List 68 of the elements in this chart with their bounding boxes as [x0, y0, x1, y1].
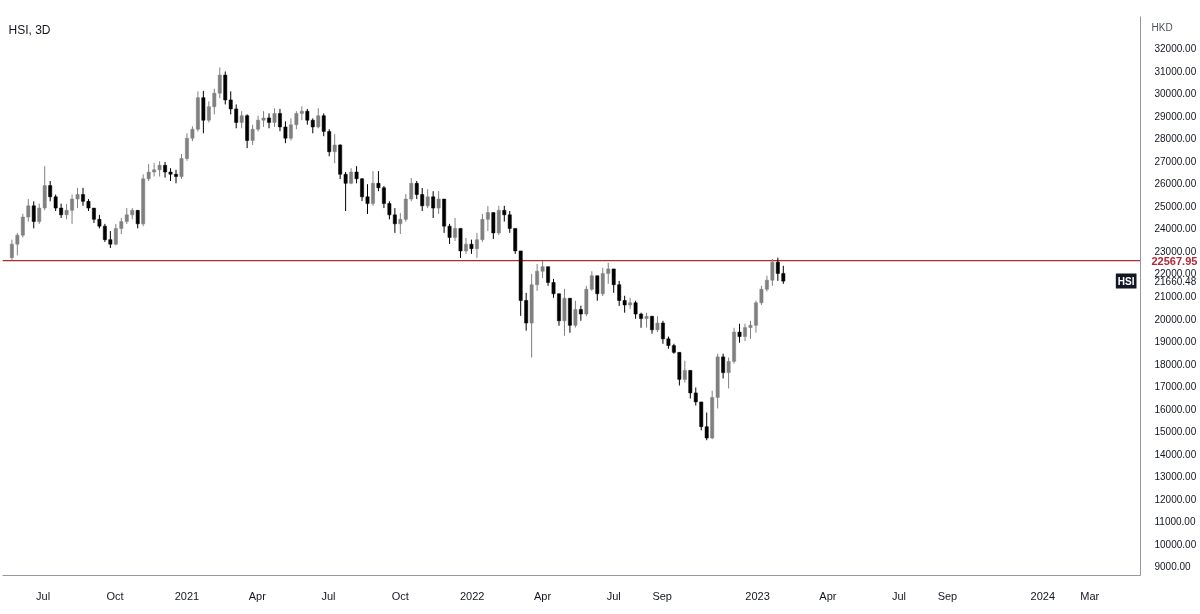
y-tick-label: 30000.00 [1154, 88, 1197, 100]
x-tick-label: Mar [1080, 589, 1100, 602]
y-tick-label: 32000.00 [1154, 43, 1197, 55]
candlestick [332, 133, 337, 164]
candlestick [721, 353, 726, 379]
candlestick [431, 190, 436, 219]
y-tick-label: 15000.00 [1154, 426, 1197, 438]
candlestick [48, 180, 53, 202]
y-tick-label: 24000.00 [1154, 223, 1197, 235]
y-tick-label: 26000.00 [1154, 178, 1197, 190]
y-tick-label: 18000.00 [1154, 358, 1197, 370]
candlestick [562, 288, 567, 337]
x-tick-label: 2022 [460, 589, 485, 602]
x-tick-label: Apr [819, 589, 837, 602]
candlestick [135, 209, 140, 229]
candlestick [272, 107, 277, 128]
y-tick-label: 25000.00 [1154, 200, 1197, 212]
x-tick-label: Sep [652, 589, 672, 602]
x-tick-label: Jul [36, 589, 51, 602]
candlestick [628, 297, 633, 310]
y-tick-label: 29000.00 [1154, 110, 1197, 122]
candlestick [573, 300, 578, 329]
y-tick-label: 23000.00 [1154, 245, 1197, 257]
candlestick [267, 112, 271, 129]
candlestick [595, 275, 600, 302]
x-tick-label: Apr [248, 589, 267, 602]
y-tick-label: 14000.00 [1154, 448, 1197, 460]
x-tick-label: Sep [937, 589, 958, 602]
candlestick [365, 183, 370, 215]
y-tick-label: 13000.00 [1154, 471, 1197, 483]
candlestick [436, 190, 441, 215]
candlestick [464, 237, 468, 255]
annotation: HSI [1117, 275, 1135, 287]
candlestick [371, 170, 375, 207]
candlestick [496, 205, 501, 236]
y-tick-label: 19000.00 [1154, 336, 1197, 348]
x-tick-label: Jul [606, 589, 621, 602]
x-tick-label: Jul [321, 589, 336, 602]
x-tick-label: Oct [106, 589, 124, 602]
candlestick [201, 90, 206, 134]
y-tick-label: 20000.00 [1154, 313, 1197, 325]
candlestick [425, 188, 430, 209]
x-tick-label: Oct [391, 589, 409, 602]
x-tick-label: Jul [891, 589, 907, 602]
x-tick-label: 2023 [745, 589, 770, 602]
y-tick-label: 28000.00 [1154, 133, 1197, 145]
text: HSI, 3D [8, 22, 51, 37]
candlestick [453, 217, 457, 242]
candlestick [458, 227, 463, 259]
y-tick-label: 10000.00 [1154, 538, 1197, 550]
y-tick-label: 31000.00 [1154, 65, 1197, 77]
y-tick-label: 16000.00 [1154, 403, 1197, 415]
y-axis-title: HKD [1151, 22, 1173, 34]
candlestick [682, 360, 687, 384]
y-tick-label: 9000.00 [1154, 561, 1192, 573]
ref-line-label: 22567.95 [1151, 254, 1198, 267]
x-tick-label: 2024 [1030, 589, 1056, 602]
candlestick [31, 200, 36, 229]
y-tick-label: 27000.00 [1154, 155, 1197, 167]
y-tick-label: 17000.00 [1154, 381, 1197, 393]
x-tick-label: Apr [534, 589, 552, 602]
y-tick-label: 12000.00 [1154, 493, 1197, 505]
candlestick [491, 212, 496, 240]
x-tick-label: 2021 [174, 589, 200, 602]
candlestick [737, 323, 742, 344]
y-tick-label: 11000.00 [1154, 516, 1196, 528]
y-tick-label: 21000.00 [1154, 291, 1197, 302]
candlestick [578, 305, 583, 322]
